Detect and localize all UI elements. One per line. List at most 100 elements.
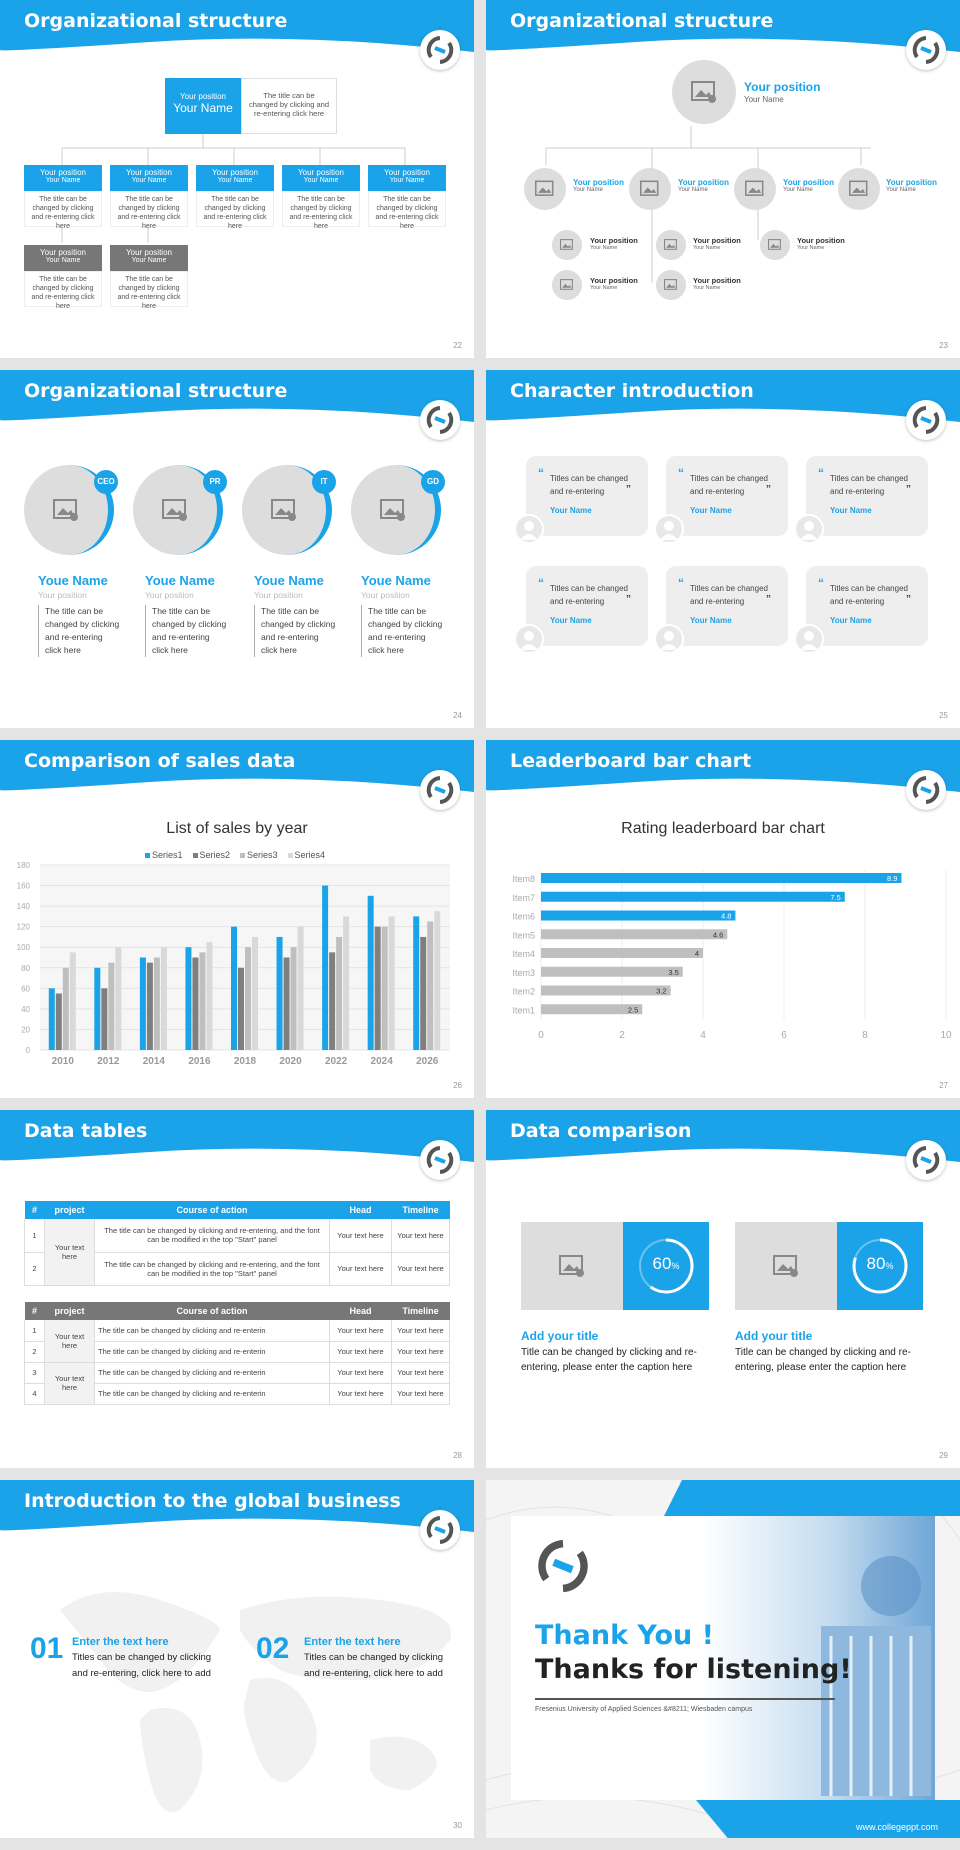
image-placeholder-icon[interactable] (838, 168, 880, 210)
name-label: Your Name (303, 177, 339, 184)
table-row[interactable]: 3 Your text here The title can be change… (24, 1362, 450, 1405)
image-placeholder-icon[interactable] (552, 270, 582, 300)
bar (238, 967, 244, 1050)
thanks-card: Thank You ! Thanks for listening! Fresen… (511, 1516, 935, 1800)
person-card[interactable]: CEO Youe Name Your position The title ca… (24, 465, 124, 705)
page-number: 22 (453, 341, 462, 350)
bar (420, 936, 427, 1050)
table-row[interactable]: 2 The title can be changed by clicking a… (24, 1252, 450, 1286)
org-box[interactable]: Your position Your Name The title can be c… (24, 165, 102, 230)
org-box[interactable]: Your position Your Name The title can be c… (282, 165, 360, 230)
slide-22[interactable]: Organizational structure Your position Y… (0, 0, 474, 358)
image-placeholder-icon[interactable] (734, 168, 776, 210)
item-heading: Add your title (735, 1329, 813, 1343)
table-row[interactable]: 1 Your text here The title can be change… (24, 1219, 450, 1286)
person-icon (794, 514, 824, 544)
y-tick-label: Item8 (512, 874, 535, 884)
box-desc: The title can be changed by clicking and… (282, 191, 360, 230)
image-placeholder-icon[interactable] (629, 168, 671, 210)
y-tick-label: Item1 (512, 1005, 535, 1015)
slide-30[interactable]: Introduction to the global business 01 E… (0, 1480, 474, 1838)
website-link[interactable]: www.collegeppt.com (855, 1822, 938, 1832)
bar (290, 947, 297, 1050)
table-header: Timeline (402, 1205, 439, 1215)
position-label: Your position (886, 178, 937, 187)
position-label: Your position (573, 178, 624, 187)
position-label: Your position (298, 168, 344, 177)
table-row[interactable]: 4 The title can be changed by clicking a… (24, 1383, 450, 1405)
image-placeholder-icon[interactable] (552, 230, 582, 260)
image-placeholder-icon[interactable] (760, 230, 790, 260)
page-number: 23 (939, 341, 948, 350)
timeline-cell: Your text here (391, 1383, 450, 1405)
bar (541, 891, 845, 902)
header-wave (486, 740, 960, 792)
table-header: project (54, 1205, 85, 1215)
org-box[interactable]: Your position Your Name The title can be c… (196, 165, 274, 230)
person-card[interactable]: GD Youe Name Your position The title can… (351, 465, 451, 705)
slide-28[interactable]: Data tables # project Course of action H… (0, 1110, 474, 1468)
bar (336, 936, 343, 1050)
x-tick-label: 2012 (97, 1056, 120, 1067)
slide-29[interactable]: Data comparison 60% Add your title Title… (486, 1110, 960, 1468)
legend-item: Series3 (240, 850, 278, 860)
org-box[interactable]: Your position Your Name The title can be c… (110, 165, 188, 230)
slide-26[interactable]: Comparison of sales data List of sales b… (0, 740, 474, 1098)
name-label: Your Name (830, 616, 872, 625)
position-label: Your position (693, 236, 741, 245)
org-box[interactable]: Your position Your Name The title can be c… (24, 245, 102, 310)
person-icon (514, 624, 544, 654)
bar (185, 947, 192, 1050)
name-label: Your Name (45, 177, 81, 184)
quote-card[interactable]: “ Titles can be changed and re-entering ”… (514, 566, 666, 666)
person-card[interactable]: PR Youe Name Your position The title can… (133, 465, 233, 705)
bar (322, 885, 329, 1050)
header-wave (0, 1480, 474, 1532)
top-box[interactable]: Your position Your Name (165, 78, 241, 134)
comparison-item[interactable]: 80% Add your title Title can be changed … (735, 1222, 925, 1452)
x-tick-label: 8 (862, 1030, 868, 1041)
org-box[interactable]: Your position Your Name The title can be c… (110, 245, 188, 310)
image-placeholder-icon (735, 1222, 837, 1310)
row-number: 1 (24, 1219, 45, 1253)
project-cell: Your text here (44, 1219, 95, 1286)
connector-lines (61, 133, 406, 243)
x-tick-label: 2014 (143, 1056, 166, 1067)
table-row[interactable]: 1 Your text here The title can be change… (24, 1320, 450, 1363)
table-row[interactable]: 2 The title can be changed by clicking a… (24, 1341, 450, 1363)
comparison-item[interactable]: 60% Add your title Title can be changed … (521, 1222, 711, 1452)
person-icon (514, 514, 544, 544)
box-desc: The title can be changed by clicking and… (196, 191, 274, 230)
position-label: Your position (38, 590, 87, 600)
action-cell: The title can be changed by clicking and… (94, 1320, 330, 1342)
slide-25[interactable]: Character introduction “ Titles can be c… (486, 370, 960, 728)
slide-27[interactable]: Leaderboard bar chart Rating leaderboard… (486, 740, 960, 1098)
y-tick-label: 40 (21, 1005, 30, 1014)
image-placeholder-icon[interactable] (656, 270, 686, 300)
slide-thank-you[interactable]: Thank You ! Thanks for listening! Fresen… (486, 1480, 960, 1838)
item-number: 01 (30, 1632, 64, 1665)
name-label: Your Name (590, 245, 618, 251)
image-placeholder-icon[interactable] (672, 60, 736, 124)
page-number: 30 (453, 1821, 462, 1830)
slide-title: Organizational structure (24, 10, 288, 32)
image-placeholder-icon[interactable] (524, 168, 566, 210)
row-number: 2 (24, 1252, 45, 1286)
quote-text: Titles can be changed and re-entering (690, 474, 768, 496)
role-badge: CEO (94, 470, 118, 494)
person-card[interactable]: IT Youe Name Your position The title can… (242, 465, 342, 705)
quote-card[interactable]: “ Titles can be changed and re-entering ”… (794, 566, 946, 666)
bar (388, 916, 395, 1050)
image-placeholder-icon[interactable] (656, 230, 686, 260)
quote-card[interactable]: “ Titles can be changed and re-entering ”… (514, 456, 666, 556)
thanks-listening-heading: Thanks for listening! (535, 1654, 852, 1685)
header-wave (0, 1110, 474, 1162)
org-box[interactable]: Your position Your Name The title can be c… (368, 165, 446, 230)
quote-card[interactable]: “ Titles can be changed and re-entering ”… (654, 566, 806, 666)
page-number: 25 (939, 711, 948, 720)
progress-ring (852, 1238, 908, 1294)
quote-card[interactable]: “ Titles can be changed and re-entering ”… (654, 456, 806, 556)
quote-card[interactable]: “ Titles can be changed and re-entering ”… (794, 456, 946, 556)
slide-24[interactable]: Organizational structure CEO Youe Name Y… (0, 370, 474, 728)
slide-23[interactable]: Organizational structure Your position Y… (486, 0, 960, 358)
